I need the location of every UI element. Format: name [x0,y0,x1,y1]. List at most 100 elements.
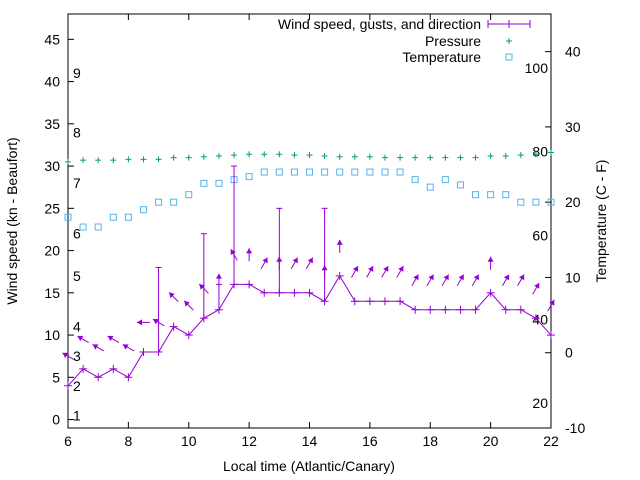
pressure-point [548,149,554,156]
y-tick-label: 0 [52,412,60,428]
wind-direction-arrow [426,274,434,287]
y2-tick-label: 40 [565,44,581,60]
legend-sample-temperature [505,53,513,61]
legend-label-temperature: Temperature [402,49,481,65]
pressure-point [155,156,162,163]
pressure-point [261,151,268,158]
pressure-point [291,152,298,159]
gust-bar [231,165,238,285]
gust-bar [200,233,207,319]
pressure-point [427,154,434,161]
y2-tick-label: -10 [565,420,585,436]
wind-direction-arrow [336,239,343,253]
wind-point [184,331,193,340]
legend: Wind speed, gusts, and direction Pressur… [278,16,531,65]
pressure-point [457,154,464,161]
temperature-point [336,168,344,176]
pressure-point [170,154,177,161]
temperature-point [64,213,72,221]
temperature-point [396,168,404,176]
x-tick-label: 22 [543,433,559,449]
wind-direction-arrow [198,283,209,294]
pressure-point [95,157,102,164]
wind-point [79,364,88,373]
y2-tick-label: 0 [565,345,573,361]
pressure-point [65,158,71,165]
wind-point [260,288,269,297]
beaufort-label: 8 [73,124,81,140]
pressure-point [125,156,132,163]
y-tick-label: 35 [44,116,60,132]
wind-direction-arrow [321,265,328,279]
pressure-point [442,154,449,161]
pressure-point [502,152,509,159]
temperature-point [366,168,374,176]
wind-point [411,305,420,314]
x-tick-label: 6 [64,433,72,449]
temperature-point [139,206,147,214]
pressure-point [246,151,253,158]
temperature-point [532,198,540,206]
pressure-point [487,152,494,159]
temperature-point [260,168,268,176]
x-tick-label: 8 [124,433,132,449]
wind-point [456,305,465,314]
wind-direction-arrow [152,318,165,327]
wind-direction-arrow [305,257,314,270]
temperature-point [290,168,298,176]
pressure-point [397,154,404,161]
wind-direction-arrow [276,256,283,270]
x-tick-label: 12 [241,433,257,449]
temperature-point [245,173,253,181]
beaufort-label: 9 [73,65,81,81]
legend-label-pressure: Pressure [425,33,481,49]
wind-direction-arrow [92,344,105,352]
wind-direction-arrow [381,265,389,278]
wind-point [290,288,299,297]
fahrenheit-label: 20 [532,395,548,411]
wind-direction-arrow [107,335,120,343]
legend-sample-wind [487,20,531,28]
wind-point [426,305,435,314]
wind-direction-arrow [456,274,465,287]
wind-direction-arrow [215,273,222,287]
wind-direction-arrow [532,282,540,295]
wind-point [547,331,555,340]
y2-tick-label: 20 [565,194,581,210]
temperature-point [170,198,178,206]
wind-direction-arrow [487,256,494,270]
legend-label-wind: Wind speed, gusts, and direction [278,16,481,32]
y2-tick-label: 10 [565,269,581,285]
wind-direction-arrow [502,274,510,287]
temperature-point [487,191,495,199]
y-tick-label: 20 [44,243,60,259]
wind-direction-arrow [230,248,238,261]
wind-direction-arrow [290,257,299,270]
temperature-point [306,168,313,176]
x-tick-label: 16 [362,433,378,449]
wind-direction-arrow [260,257,268,270]
wind-point [139,347,148,356]
wind-point [380,297,389,306]
y-tick-label: 40 [44,74,60,90]
wind-point [365,297,374,306]
temperature-point [79,223,87,231]
axes: 6 8 10 12 14 16 18 20 22051015202530354045-10010… [44,14,585,449]
beaufort-label: 7 [73,175,81,191]
temperature-point [215,179,223,187]
wind-point [486,288,495,297]
y2-axis-title: Temperature (C - F) [593,160,609,283]
wind-point [441,305,450,314]
temperature-point [321,168,329,176]
x-tick-label: 14 [302,433,318,449]
legend-sample-pressure [506,38,512,44]
temperature-point [456,181,464,189]
y-tick-label: 45 [44,31,60,47]
beaufort-label: 1 [73,407,81,423]
fahrenheit-label: 40 [532,312,548,328]
temperature-point [275,168,283,176]
wind-point [516,305,525,314]
fahrenheit-label: 60 [532,227,548,243]
wind-point [531,314,540,323]
temperature-point [502,191,510,199]
